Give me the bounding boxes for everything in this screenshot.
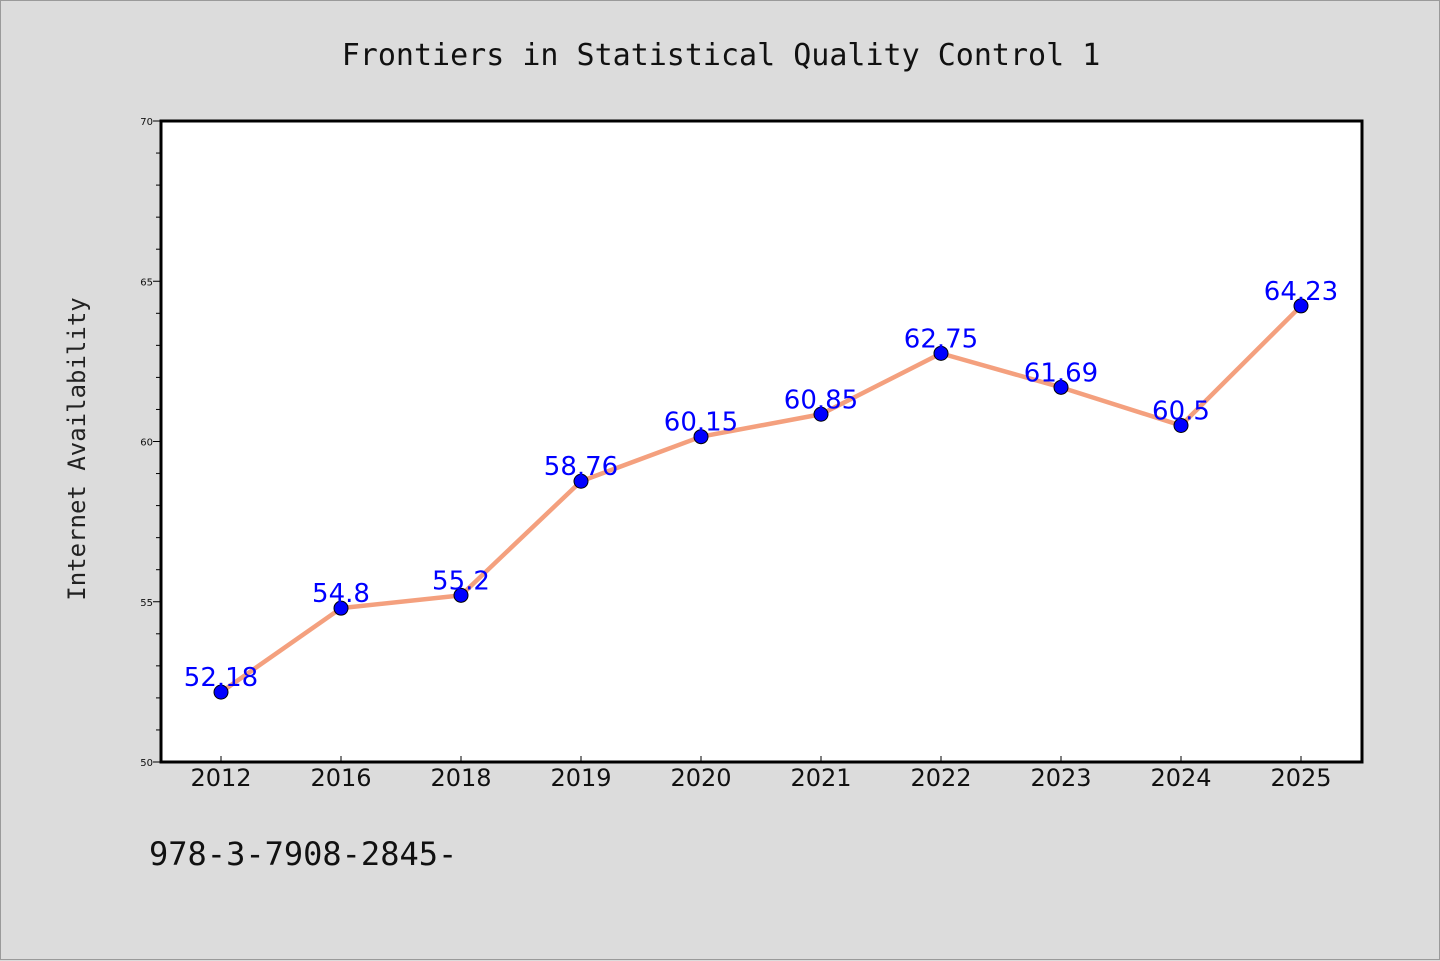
x-tick-label: 2020 <box>670 764 731 792</box>
y-axis: 50 55 60 65 70 <box>140 117 161 769</box>
data-label: 52.18 <box>184 663 258 693</box>
footer-text: 978-3-7908-2845- <box>149 835 457 873</box>
data-point <box>453 587 469 603</box>
data-label: 61.69 <box>1024 358 1098 388</box>
series-line <box>219 304 1303 694</box>
y-axis-label: Internet Availability <box>63 297 91 600</box>
data-point <box>813 406 829 422</box>
data-point <box>1053 379 1069 395</box>
data-label: 60.5 <box>1152 396 1210 426</box>
y-tick-label: 50 <box>140 758 153 769</box>
data-labels: 52.18 54.8 55.2 58.76 60.15 60.85 62.75 61.69 60… <box>184 277 1338 693</box>
data-point <box>573 473 589 489</box>
x-tick-label: 2018 <box>430 764 491 792</box>
x-tick-label: 2024 <box>1150 764 1211 792</box>
data-label: 60.85 <box>784 385 858 415</box>
data-label: 60.15 <box>664 408 738 438</box>
data-label: 55.2 <box>432 566 490 596</box>
data-label: 62.75 <box>904 324 978 354</box>
x-axis: 2012 2016 2018 2019 2020 2021 2022 2023 2024 2025 <box>190 756 1332 792</box>
data-point <box>1293 298 1309 314</box>
data-label: 58.76 <box>544 452 618 482</box>
y-tick-label: 70 <box>140 117 153 128</box>
x-tick-label: 2019 <box>550 764 611 792</box>
data-point <box>1173 417 1189 433</box>
x-tick-label: 2023 <box>1030 764 1091 792</box>
data-point <box>933 345 949 361</box>
x-tick-label: 2021 <box>790 764 851 792</box>
plot-area <box>159 119 1364 764</box>
data-label: 64.23 <box>1264 277 1338 307</box>
x-tick-label: 2012 <box>190 764 251 792</box>
data-point <box>333 600 349 616</box>
y-tick-label: 55 <box>140 598 153 609</box>
chart-title: Frontiers in Statistical Quality Control… <box>342 38 1101 73</box>
y-tick-label: 60 <box>140 438 153 449</box>
data-point <box>213 684 229 700</box>
data-point <box>693 429 709 445</box>
y-tick-label: 65 <box>140 277 153 288</box>
data-label: 54.8 <box>312 579 370 609</box>
series-layer <box>213 298 1309 700</box>
x-tick-label: 2016 <box>310 764 371 792</box>
x-tick-label: 2022 <box>910 764 971 792</box>
x-tick-label: 2025 <box>1270 764 1331 792</box>
